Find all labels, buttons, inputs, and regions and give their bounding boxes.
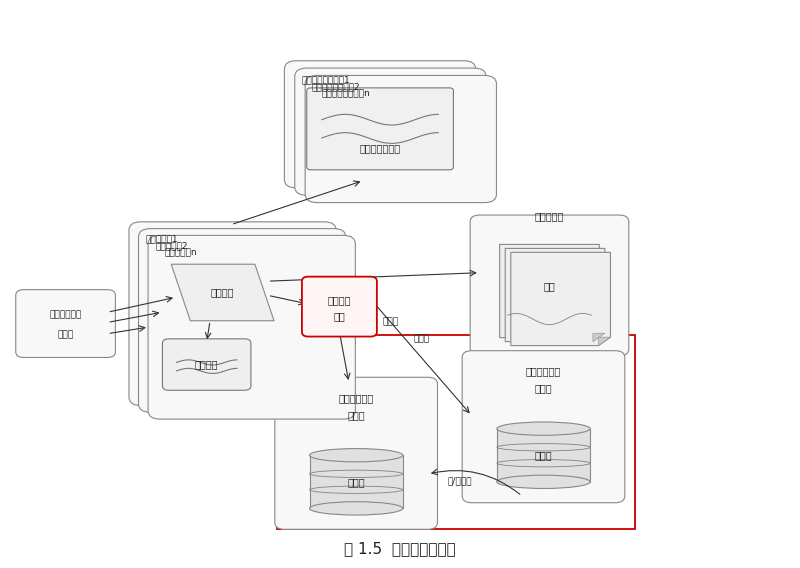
FancyBboxPatch shape: [275, 377, 438, 529]
Text: 应用服务器2: 应用服务器2: [155, 241, 188, 250]
Text: 图 1.5  数据库读写分离: 图 1.5 数据库读写分离: [344, 541, 456, 557]
Text: 远程分布式缓存: 远程分布式缓存: [359, 143, 401, 153]
Text: 应用服务器1: 应用服务器1: [146, 235, 178, 244]
Text: 写操作: 写操作: [413, 335, 430, 344]
Text: 本地缓存: 本地缓存: [195, 360, 218, 370]
Text: 读操作: 读操作: [382, 318, 398, 327]
FancyBboxPatch shape: [285, 61, 476, 188]
Text: 数据库服务器: 数据库服务器: [338, 393, 374, 403]
FancyBboxPatch shape: [306, 88, 454, 170]
FancyBboxPatch shape: [302, 277, 377, 337]
Text: 数据库: 数据库: [534, 450, 552, 460]
Polygon shape: [500, 244, 599, 338]
Polygon shape: [171, 264, 274, 321]
Polygon shape: [593, 333, 605, 342]
Ellipse shape: [497, 475, 590, 488]
Text: （主）: （主）: [534, 383, 552, 394]
Ellipse shape: [310, 449, 402, 462]
Text: 负载均衡调度: 负载均衡调度: [50, 311, 82, 320]
Polygon shape: [598, 337, 610, 345]
FancyBboxPatch shape: [305, 76, 497, 203]
FancyBboxPatch shape: [16, 290, 115, 357]
Polygon shape: [511, 252, 610, 345]
Text: 模块: 模块: [334, 311, 346, 321]
FancyBboxPatch shape: [294, 68, 486, 195]
FancyBboxPatch shape: [462, 350, 625, 503]
Bar: [497, 429, 590, 482]
FancyBboxPatch shape: [148, 235, 355, 419]
FancyBboxPatch shape: [138, 228, 346, 412]
FancyBboxPatch shape: [162, 339, 251, 390]
Text: 应用程序: 应用程序: [211, 287, 234, 298]
FancyBboxPatch shape: [129, 222, 336, 406]
FancyBboxPatch shape: [470, 215, 629, 356]
Text: 数据库服务器: 数据库服务器: [526, 366, 561, 377]
Ellipse shape: [497, 422, 590, 435]
Text: 分布式缓存服务器2: 分布式缓存服务器2: [311, 82, 360, 91]
Text: 数据库: 数据库: [347, 477, 365, 487]
Text: 主/从复制: 主/从复制: [448, 477, 472, 486]
Ellipse shape: [310, 502, 402, 515]
Bar: [310, 455, 402, 508]
Text: 文件服务器: 文件服务器: [534, 211, 564, 221]
Text: 服务器: 服务器: [58, 331, 74, 339]
Text: 数据访问: 数据访问: [328, 295, 351, 306]
Text: 应用服务器n: 应用服务器n: [165, 248, 198, 257]
Text: 分布式缓存服务器n: 分布式缓存服务器n: [322, 90, 370, 99]
Polygon shape: [506, 248, 605, 342]
Text: （从）: （从）: [347, 410, 365, 420]
Text: 分布式缓存服务器1: 分布式缓存服务器1: [301, 75, 350, 84]
Polygon shape: [587, 329, 599, 338]
Text: 文件: 文件: [544, 281, 555, 291]
